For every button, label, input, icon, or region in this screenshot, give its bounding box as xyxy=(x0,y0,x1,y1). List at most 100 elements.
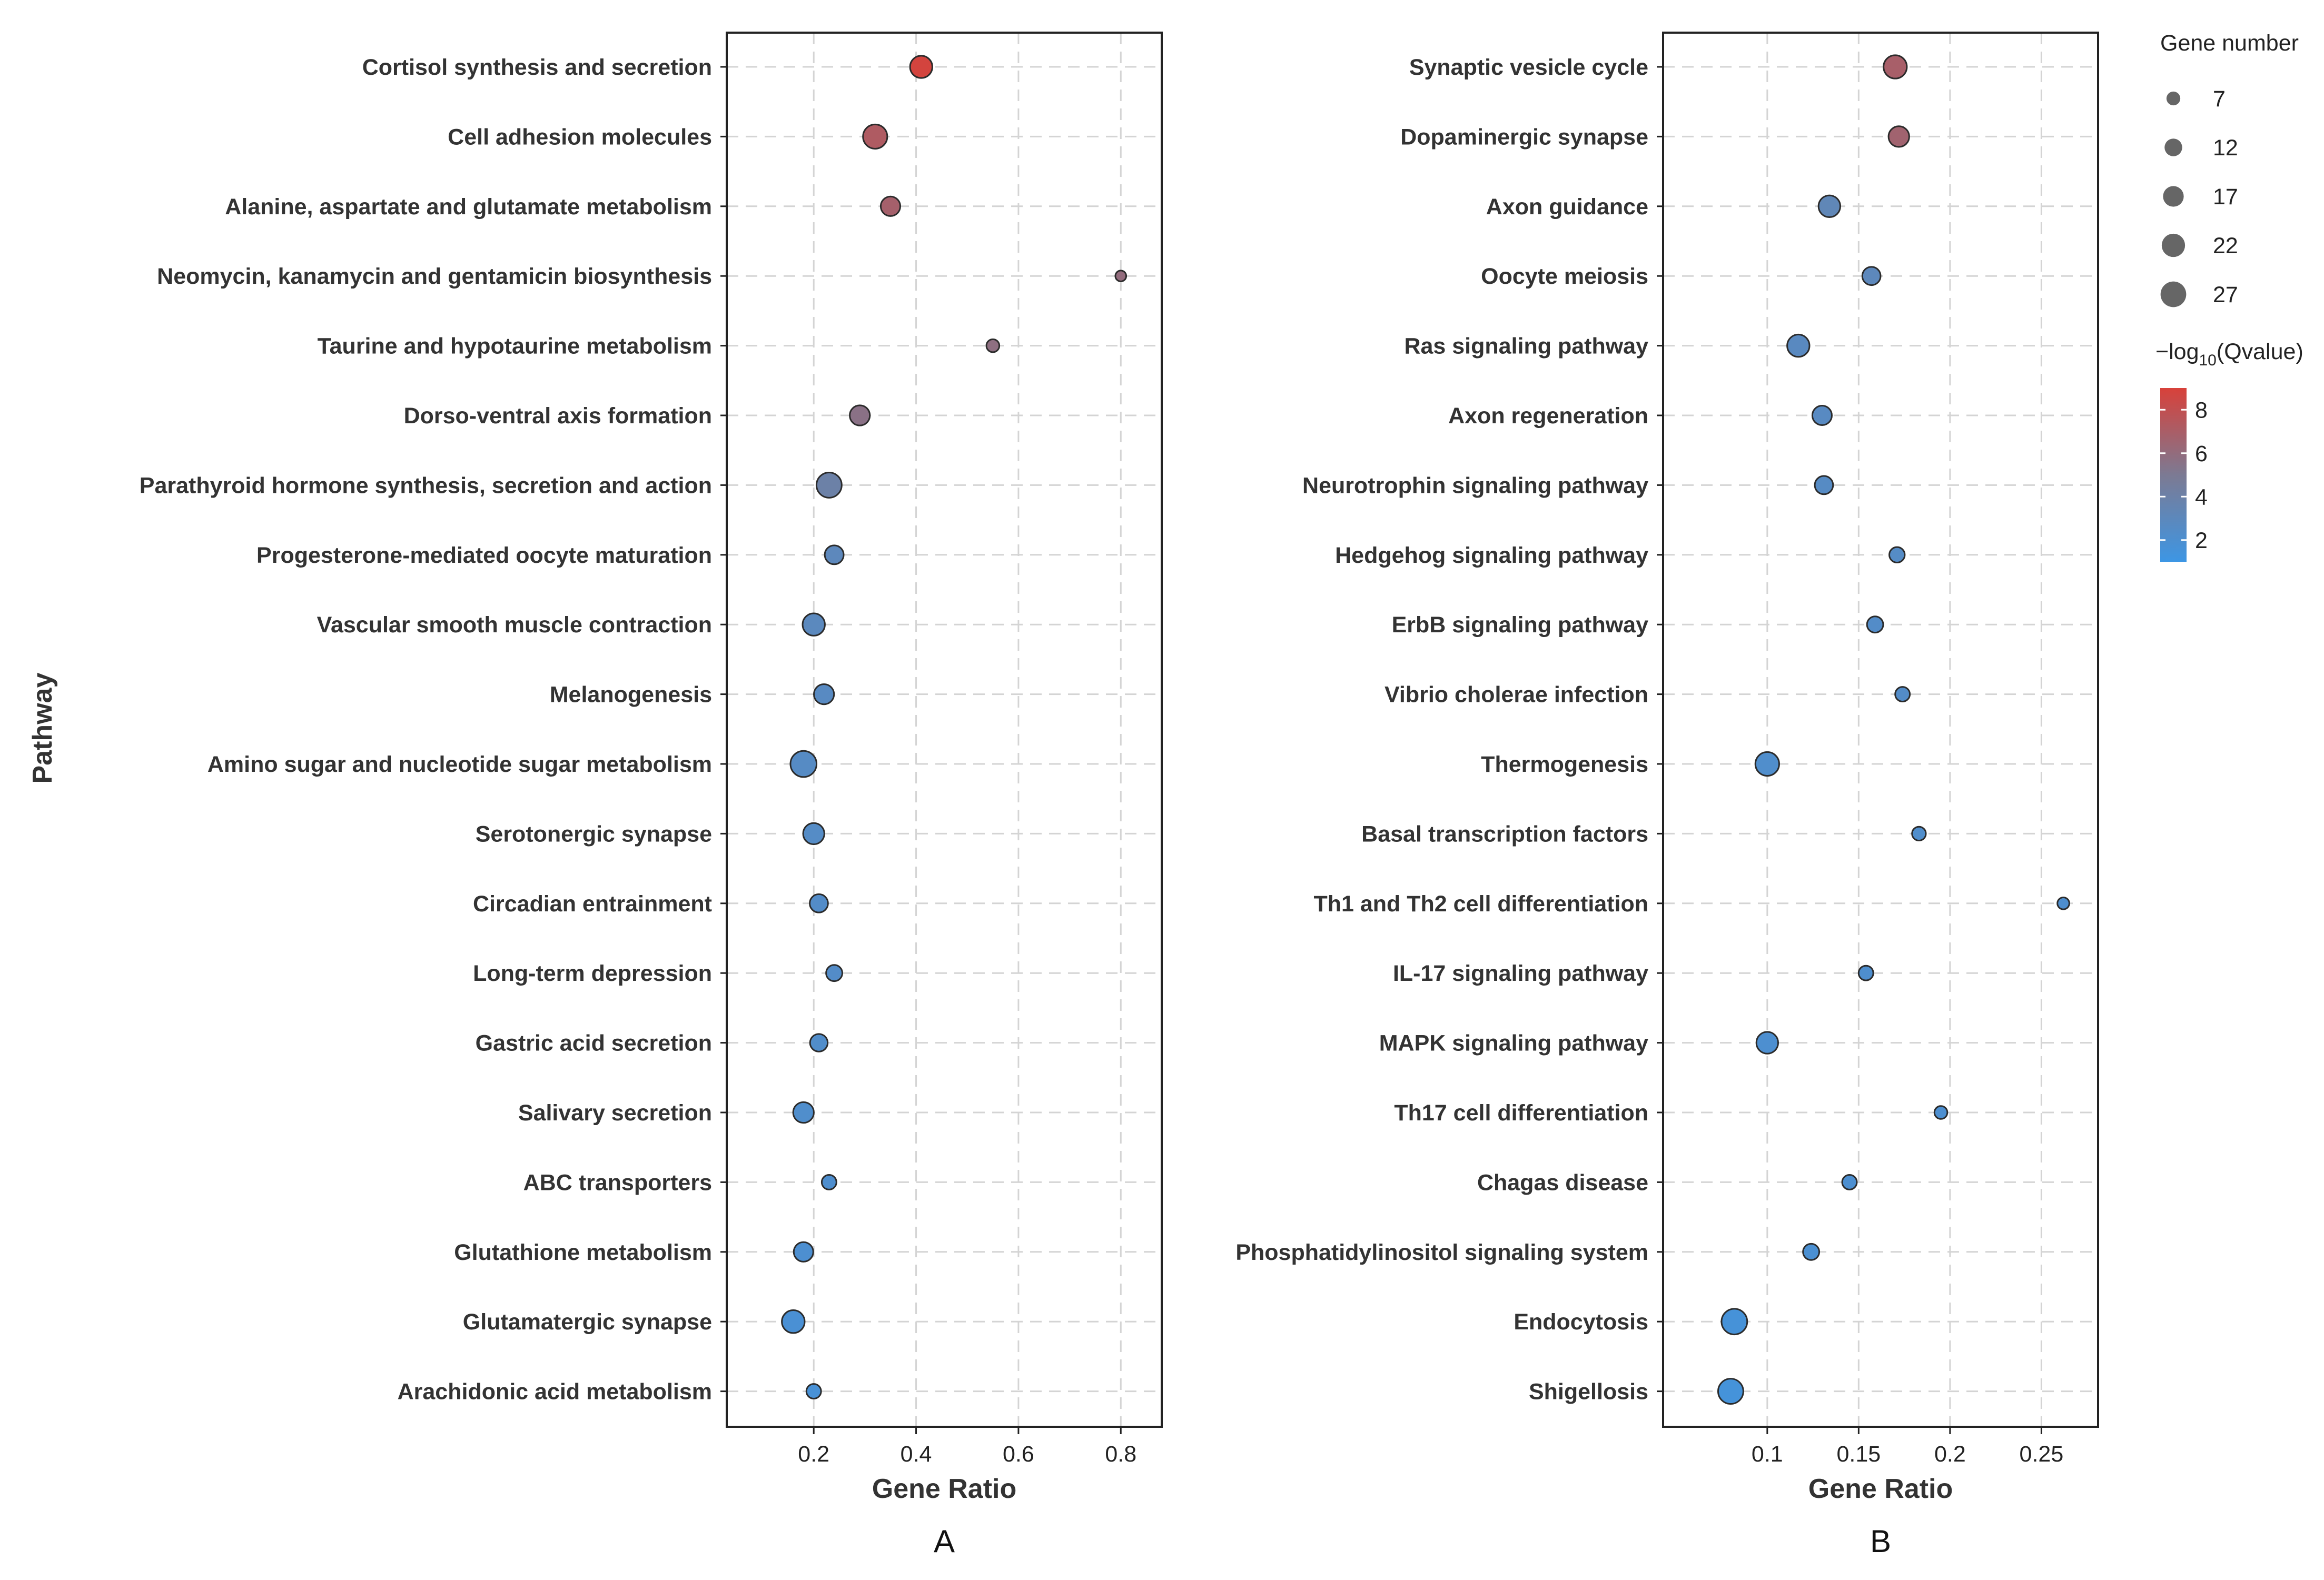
color-legend-title-sub: 10 xyxy=(2199,352,2217,369)
y-axis-title: Pathway xyxy=(27,672,58,783)
panel-a-category-label: Progesterone-mediated oocyte maturation xyxy=(256,543,712,568)
panel-a-category-label: Alanine, aspartate and glutamate metabol… xyxy=(225,194,712,220)
panel-b-category-label: Axon regeneration xyxy=(1448,403,1648,429)
panel-b-category-label: Axon guidance xyxy=(1486,194,1648,220)
panel-b-point xyxy=(1911,826,1927,842)
panel-a-category-label: Neomycin, kanamycin and gentamicin biosy… xyxy=(157,264,712,289)
panel-b-tick-label: 0.1 xyxy=(1752,1442,1783,1467)
panel-a-point xyxy=(862,123,888,150)
panel-b-point xyxy=(1817,194,1842,218)
panel-a-category-label: Cortisol synthesis and secretion xyxy=(362,55,712,80)
panel-a-point xyxy=(985,338,1001,353)
panel-a-point xyxy=(879,195,902,217)
panel-b-point xyxy=(1811,404,1833,426)
panel-b-category-label: ErbB signaling pathway xyxy=(1392,612,1648,638)
panel-b-chart: Synaptic vesicle cycle Dopaminergic synap… xyxy=(1235,32,2099,1559)
panel-a-point xyxy=(909,55,933,79)
legend: Gene number 7 12 17 22 27 −log10(Qvalue) 8 6 4… xyxy=(2155,31,2303,562)
panel-a-point xyxy=(815,471,843,499)
panel-a-point xyxy=(825,964,843,982)
panel-b-tick-label: 0.2 xyxy=(1934,1442,1966,1467)
panel-b-category-labels: Synaptic vesicle cycle Dopaminergic synap… xyxy=(1235,55,1648,1405)
panel-b-label: B xyxy=(1870,1524,1891,1559)
size-legend-items: 7 12 17 22 27 xyxy=(2160,86,2238,307)
panel-b-point xyxy=(1857,965,1874,981)
panel-a-point xyxy=(805,1383,822,1400)
panel-b-point xyxy=(1754,751,1780,777)
panel-b-point xyxy=(1720,1308,1748,1336)
size-legend-dot xyxy=(2161,233,2185,257)
panel-a-tick-label: 0.6 xyxy=(1003,1442,1034,1467)
size-legend-label: 12 xyxy=(2213,135,2238,161)
color-legend-title-suffix: (Qvalue) xyxy=(2217,339,2303,364)
panel-b-point xyxy=(1887,125,1910,148)
panel-a-gridlines xyxy=(727,33,1162,1427)
panel-a-point xyxy=(781,1309,806,1334)
size-legend-label: 17 xyxy=(2213,184,2238,210)
panel-a-category-label: Amino sugar and nucleotide sugar metabol… xyxy=(207,752,712,777)
size-legend-dot xyxy=(2166,91,2181,106)
panel-a-category-label: Glutathione metabolism xyxy=(454,1240,712,1265)
panel-b-category-label: Synaptic vesicle cycle xyxy=(1409,55,1648,80)
panel-b-category-label: Vibrio cholerae infection xyxy=(1384,682,1648,708)
panel-b-category-label: Shigellosis xyxy=(1529,1379,1648,1405)
size-legend-dot xyxy=(2164,138,2182,156)
panel-b-point xyxy=(1786,333,1811,358)
panel-b-point xyxy=(2056,896,2070,910)
panel-b-category-label: Phosphatidylinositol signaling system xyxy=(1235,1240,1648,1265)
panel-b-category-label: Thermogenesis xyxy=(1481,752,1648,777)
panel-a-x-ticks: 0.2 0.4 0.6 0.8 xyxy=(720,66,1136,1467)
panel-a-point xyxy=(802,612,826,637)
size-legend-title: Gene number xyxy=(2160,31,2299,56)
panel-b-category-label: Neurotrophin signaling pathway xyxy=(1302,473,1648,498)
panel-b-category-label: Endocytosis xyxy=(1514,1309,1648,1335)
panel-a-point xyxy=(809,893,829,913)
panel-b-points xyxy=(1717,54,2070,1405)
panel-a-category-label: Parathyroid hormone synthesis, secretion… xyxy=(140,473,712,498)
size-legend-label: 27 xyxy=(2213,282,2238,307)
panel-b-point xyxy=(1883,54,1908,80)
color-legend-ticks: 8 6 4 2 xyxy=(2160,398,2208,553)
panel-a-point xyxy=(1114,270,1128,283)
panel-b-tick-label: 0.15 xyxy=(1837,1442,1881,1467)
panel-b-gridlines xyxy=(1663,33,2098,1427)
panel-a-label: A xyxy=(934,1524,955,1559)
color-legend-title-prefix: −log xyxy=(2155,339,2199,364)
panel-a-frame xyxy=(726,32,1163,1428)
panel-b-tick-label: 0.25 xyxy=(2020,1442,2064,1467)
panel-b-point xyxy=(1894,686,1911,703)
panel-a-category-label: Circadian entrainment xyxy=(473,891,712,917)
panel-b-x-ticks: 0.1 0.15 0.2 0.25 xyxy=(1657,66,2064,1467)
size-legend-dot xyxy=(2163,186,2184,207)
panel-b-category-label: Dopaminergic synapse xyxy=(1400,124,1648,150)
panel-b-category-label: IL-17 signaling pathway xyxy=(1393,961,1648,986)
panel-a-category-labels: Cortisol synthesis and secretion Cell adh… xyxy=(140,55,712,1405)
panel-a-category-label: Salivary secretion xyxy=(518,1100,712,1126)
panel-a-category-label: Cell adhesion molecules xyxy=(448,124,712,150)
panel-a-category-label: Dorso-ventral axis formation xyxy=(404,403,712,429)
size-legend-label: 7 xyxy=(2213,86,2226,112)
panel-a-point xyxy=(820,1174,837,1190)
panel-a-category-label: Serotonergic synapse xyxy=(476,821,712,847)
panel-a-point xyxy=(789,750,818,778)
panel-a-category-label: Arachidonic acid metabolism xyxy=(398,1379,712,1405)
panel-a-tick-label: 0.8 xyxy=(1105,1442,1136,1467)
panel-a-category-label: Long-term depression xyxy=(473,961,712,986)
color-tick-label: 6 xyxy=(2195,441,2208,466)
panel-a-category-label: Vascular smooth muscle contraction xyxy=(317,612,712,638)
panel-b-point xyxy=(1933,1105,1949,1120)
panel-b-point xyxy=(1841,1174,1858,1190)
panel-b-category-label: MAPK signaling pathway xyxy=(1379,1031,1648,1056)
panel-b-category-label: Ras signaling pathway xyxy=(1404,334,1648,359)
panel-b-point xyxy=(1802,1243,1821,1261)
panel-a-tick-label: 0.2 xyxy=(798,1442,829,1467)
panel-b-frame xyxy=(1662,32,2099,1428)
panel-a-point xyxy=(792,1101,815,1124)
panel-b-x-axis-title: Gene Ratio xyxy=(1808,1474,1953,1504)
color-tick-label: 4 xyxy=(2195,484,2208,510)
panel-a-point xyxy=(849,404,871,426)
panel-a-point xyxy=(793,1241,814,1263)
panel-b-point xyxy=(1866,615,1884,634)
panel-a-chart: Cortisol synthesis and secretion Cell adh… xyxy=(140,32,1163,1559)
